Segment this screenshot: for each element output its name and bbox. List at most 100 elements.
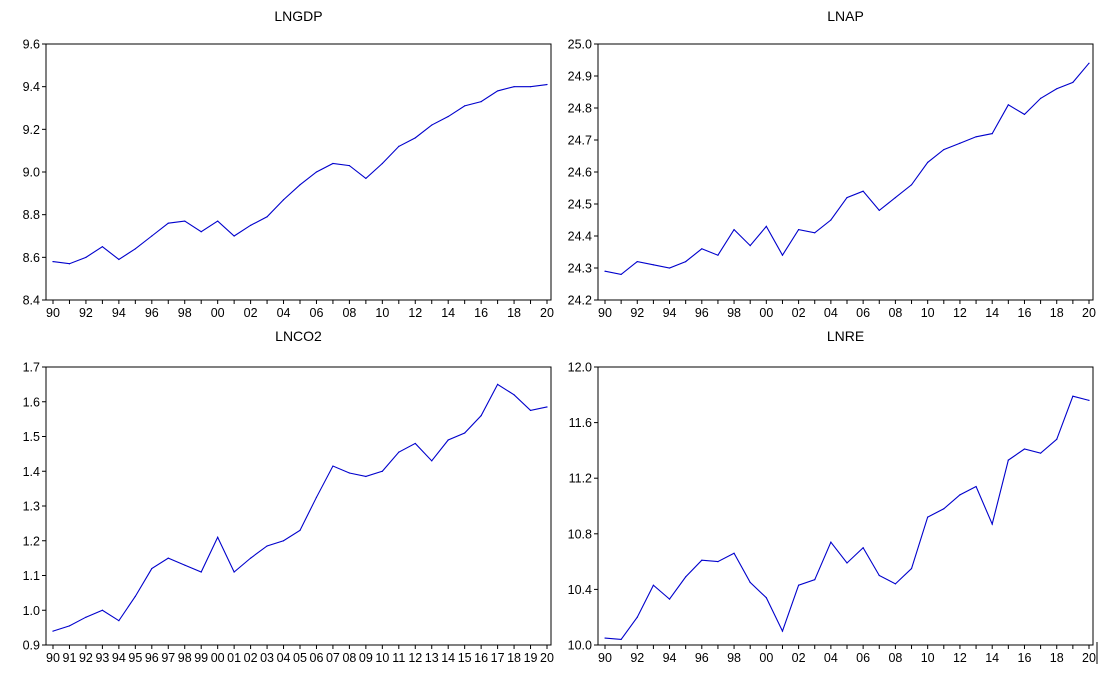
y-tick-label: 11.6 xyxy=(569,416,592,430)
data-point xyxy=(282,199,285,201)
x-tick-label: 04 xyxy=(824,651,838,665)
x-tick-label: 07 xyxy=(326,651,340,665)
data-point xyxy=(233,235,235,237)
data-point xyxy=(365,475,367,478)
data-point xyxy=(830,219,832,221)
x-tick-label: 96 xyxy=(145,651,159,665)
data-point xyxy=(733,552,735,554)
data-point xyxy=(943,149,945,151)
x-tick-label: 20 xyxy=(540,306,554,320)
y-tick-label: 24.7 xyxy=(568,134,592,148)
data-point xyxy=(1056,438,1058,440)
x-tick-label: 96 xyxy=(695,306,709,320)
data-point xyxy=(1088,62,1090,64)
x-tick-label: 10 xyxy=(375,651,389,665)
x-tick-label: 12 xyxy=(408,306,422,320)
data-point xyxy=(894,197,897,199)
x-tick-label: 18 xyxy=(1050,651,1064,665)
data-point xyxy=(101,246,103,248)
x-tick-label: 98 xyxy=(178,306,192,320)
data-point xyxy=(652,584,655,586)
x-tick-label: 98 xyxy=(727,306,741,320)
plot-frame xyxy=(45,43,552,301)
x-tick-label: 12 xyxy=(953,651,967,665)
data-point xyxy=(546,406,548,408)
data-point xyxy=(447,439,449,441)
x-tick-label: 96 xyxy=(695,651,709,665)
y-tick-label: 1.2 xyxy=(23,534,40,548)
data-point xyxy=(1072,395,1074,397)
data-point xyxy=(668,267,671,269)
data-point xyxy=(529,86,532,88)
y-tick-label: 0.9 xyxy=(23,639,40,653)
chart-panel-lnco2: LNCO2 0.9 1.0 1.1 1.2 1.3 1.4 1.5 1.6 1.7 90 91 92 93… xyxy=(23,328,554,665)
y-tick-label: 10.8 xyxy=(568,527,592,541)
data-point xyxy=(101,609,103,611)
data-point xyxy=(85,256,87,258)
data-point xyxy=(52,261,54,263)
data-point xyxy=(233,571,235,573)
x-tick-label: 20 xyxy=(1082,306,1096,320)
chart-panel-lnap: LNAP 24.2 24.3 24.4 24.5 24.6 24.7 24.8 24.9 25.0… xyxy=(568,8,1096,320)
y-tick-label: 1.4 xyxy=(23,465,40,479)
chart-panel-lngdp: LNGDP 8.4 8.6 8.8 9.0 9.2 9.4 9.6 90 92 94 96 98 00 02… xyxy=(23,8,554,320)
data-point xyxy=(798,584,800,586)
series-line xyxy=(604,62,1090,275)
chart-title: LNAP xyxy=(827,8,864,24)
x-tick-label: 14 xyxy=(985,306,999,320)
data-point xyxy=(315,496,318,498)
series-line xyxy=(604,395,1090,641)
data-point xyxy=(1072,81,1074,83)
plot-frame xyxy=(597,366,1094,646)
x-tick-label: 19 xyxy=(524,651,538,665)
data-point xyxy=(1088,399,1090,401)
x-tick-label: 04 xyxy=(277,306,291,320)
data-point xyxy=(151,567,153,570)
x-tick-label: 90 xyxy=(46,306,60,320)
data-point xyxy=(991,523,993,525)
plot-frame xyxy=(597,43,1094,301)
data-point xyxy=(398,451,400,453)
data-point xyxy=(781,254,784,256)
data-point xyxy=(943,508,945,510)
data-point xyxy=(513,394,515,396)
data-point xyxy=(546,83,548,86)
x-tick-label: 94 xyxy=(663,651,677,665)
data-point xyxy=(910,184,913,186)
x-tick-label: 90 xyxy=(598,651,612,665)
data-point xyxy=(266,216,268,218)
data-point xyxy=(846,562,848,564)
data-point xyxy=(701,248,703,250)
data-point xyxy=(927,161,929,163)
data-point xyxy=(701,559,703,561)
data-point xyxy=(1056,88,1058,90)
data-point xyxy=(184,220,186,222)
x-tick-label: 10 xyxy=(921,306,935,320)
data-point xyxy=(604,270,606,272)
data-point xyxy=(862,547,864,549)
x-tick-label: 18 xyxy=(1050,306,1064,320)
data-point xyxy=(862,190,864,192)
x-tick-label: 16 xyxy=(1018,306,1032,320)
data-point xyxy=(878,574,880,577)
x-tick-label: 04 xyxy=(277,651,291,665)
x-tick-label: 93 xyxy=(95,651,109,665)
x-tick-label: 00 xyxy=(211,306,225,320)
x-tick-label: 18 xyxy=(507,306,521,320)
x-tick-label: 10 xyxy=(375,306,389,320)
y-tick-label: 24.8 xyxy=(568,102,592,116)
x-tick-label: 92 xyxy=(630,306,644,320)
data-point xyxy=(250,557,252,559)
y-tick-label: 8.6 xyxy=(23,251,40,265)
x-tick-label: 15 xyxy=(458,651,472,665)
series-line xyxy=(52,383,548,632)
x-tick-label: 95 xyxy=(128,651,142,665)
y-tick-label: 8.4 xyxy=(23,294,40,308)
y-tick-label: 9.4 xyxy=(23,80,40,94)
x-tick-label: 08 xyxy=(888,306,902,320)
x-tick-label: 11 xyxy=(392,651,405,665)
data-point xyxy=(604,637,606,639)
y-tick-label: 11.2 xyxy=(569,472,592,486)
data-point xyxy=(685,576,687,578)
